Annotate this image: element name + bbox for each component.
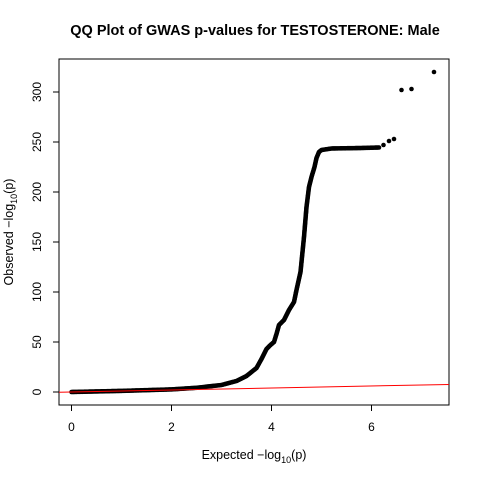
plot-frame: [58, 58, 450, 406]
y-tick-label: 150: [30, 232, 44, 252]
outlier-point: [431, 69, 437, 75]
x-axis-label-subscript: 10: [281, 455, 291, 465]
x-axis-label: Expected −log10(p): [202, 448, 307, 465]
x-axis-label-suffix: (p): [291, 448, 306, 462]
x-tick-label: 2: [168, 420, 175, 434]
y-tick-label: 300: [30, 82, 44, 102]
outlier-point: [399, 87, 404, 93]
y-tick-label: 100: [30, 282, 44, 302]
chart-title: QQ Plot of GWAS p-values for TESTOSTERON…: [70, 23, 440, 39]
data-point: [376, 145, 382, 150]
outlier-point: [386, 138, 392, 144]
x-tick-label: 6: [368, 420, 375, 434]
outlier-point: [381, 142, 386, 148]
y-tick-label: 50: [30, 335, 44, 349]
y-axis-label-subscript: 10: [9, 194, 19, 204]
reference-line: [58, 383, 450, 393]
x-tick-label: 0: [68, 420, 75, 434]
outlier-point: [391, 136, 397, 142]
x-axis: 0 2 4 6: [68, 405, 375, 434]
y-axis-label-suffix: (p): [2, 179, 16, 194]
y-tick-label: 250: [30, 132, 44, 152]
x-tick-label: 4: [268, 420, 275, 434]
y-axis-label-main: Observed −log: [2, 204, 16, 286]
y-tick-label: 200: [30, 182, 44, 202]
y-axis: 0 50 100 150 200 250 300: [30, 82, 59, 395]
x-axis-label-main: Expected −log: [202, 448, 282, 462]
y-tick-label: 0: [30, 388, 44, 395]
points-layer: [69, 69, 437, 395]
y-axis-label: Observed −log10(p): [2, 179, 19, 286]
outlier-point: [409, 86, 414, 92]
